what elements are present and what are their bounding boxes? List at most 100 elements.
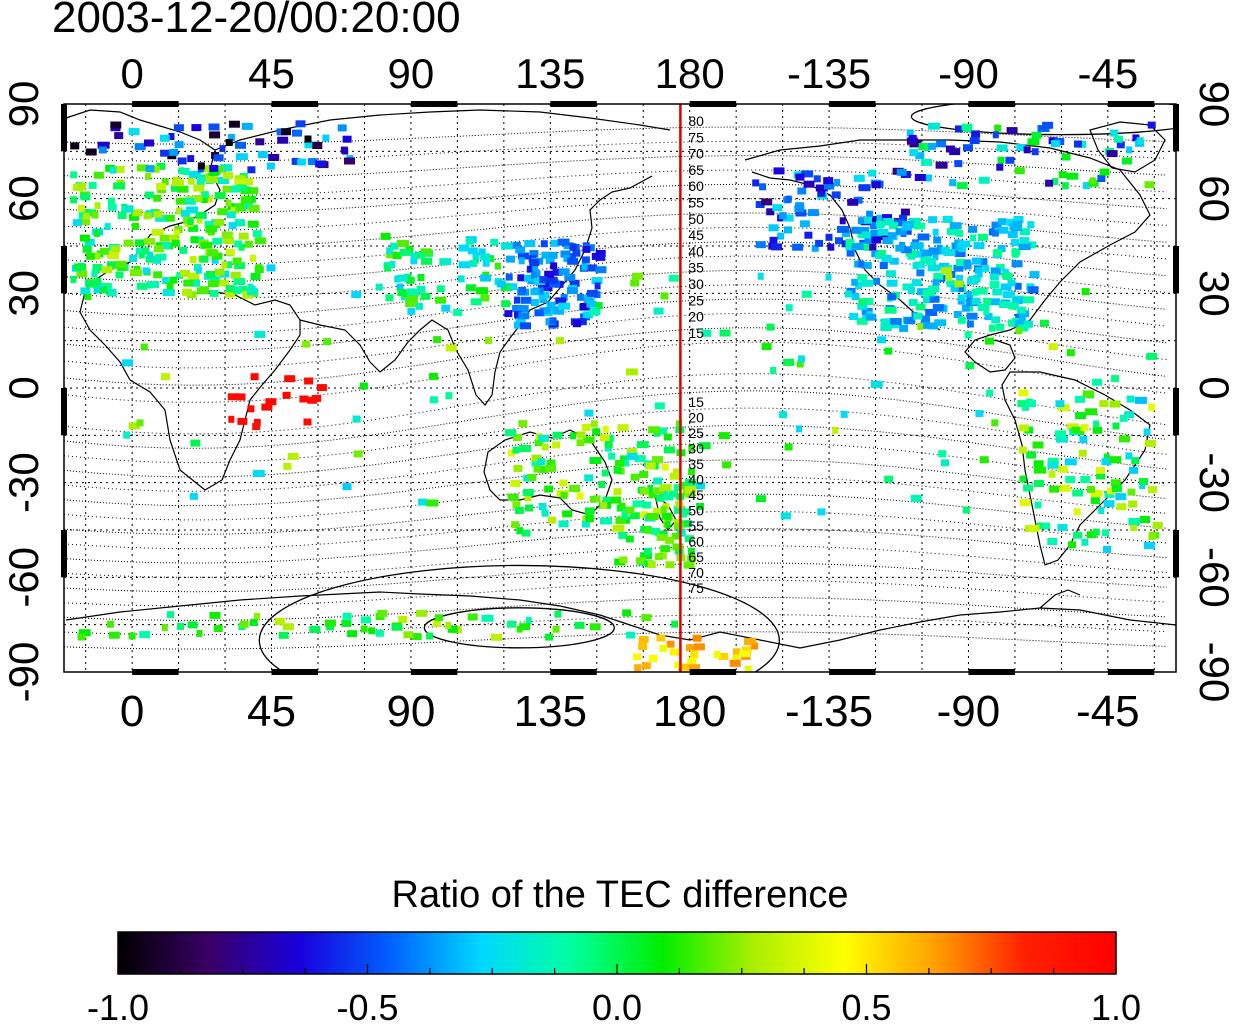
tec-ratio-cell [467, 247, 478, 255]
tec-ratio-cell [222, 185, 235, 193]
tec-ratio-cell [653, 507, 663, 515]
lat-tick-label-left: 60 [0, 175, 47, 222]
tec-ratio-cell [521, 529, 531, 537]
magnetic-latitude-contour [64, 528, 1167, 564]
tec-ratio-cell [145, 165, 155, 173]
tec-ratio-cell [744, 665, 752, 672]
tec-ratio-cell [766, 208, 775, 216]
tec-ratio-cell [647, 561, 656, 568]
tec-ratio-cell [932, 253, 939, 261]
tec-ratio-cell [666, 640, 675, 648]
tec-ratio-cell [254, 330, 266, 338]
contour-label-north: 25 [688, 292, 704, 308]
tec-ratio-cell [908, 134, 917, 142]
tec-ratio-cell [315, 160, 327, 168]
tec-ratio-cell [630, 473, 640, 481]
tec-ratio-cell [539, 276, 548, 284]
tec-ratio-cell [86, 238, 95, 246]
tec-ratio-cell [1061, 182, 1069, 190]
tec-ratio-cell [873, 277, 880, 285]
tec-ratio-cell [351, 291, 362, 299]
tec-ratio-cell [665, 561, 675, 569]
tec-ratio-cell [237, 184, 248, 192]
tec-ratio-cell [977, 233, 988, 241]
tec-ratio-cell [1112, 422, 1120, 430]
tec-ratio-cell [239, 286, 248, 294]
tec-ratio-cell [182, 288, 193, 296]
tec-ratio-cell [1018, 389, 1029, 397]
tec-ratio-cell [115, 260, 127, 268]
tec-ratio-cell [196, 179, 205, 186]
tec-ratio-cell [839, 217, 846, 225]
tec-ratio-cell [530, 271, 537, 279]
tec-ratio-cell [661, 463, 669, 471]
tec-ratio-cell [282, 391, 291, 399]
tec-ratio-cell [186, 206, 198, 214]
tec-ratio-cell [70, 142, 80, 150]
tec-ratio-cell [945, 273, 953, 281]
tec-ratio-cell [921, 249, 933, 257]
tec-ratio-cell [480, 253, 491, 261]
tec-ratio-cell [572, 249, 581, 257]
tec-ratio-cell [410, 257, 418, 265]
tec-ratio-cell [209, 164, 219, 172]
tec-ratio-cell [722, 461, 732, 469]
tec-ratio-cell [569, 485, 580, 492]
tec-ratio-cell [877, 228, 889, 236]
tec-ratio-cell [361, 616, 371, 624]
lat-tick-label-right: -60 [1191, 547, 1238, 608]
magnetic-latitude-contours [64, 104, 1176, 672]
tec-ratio-cell [297, 158, 307, 166]
tec-ratio-cell [524, 494, 532, 502]
tec-ratio-cell [576, 431, 586, 439]
tec-ratio-cell [518, 420, 528, 428]
tec-ratio-cell [171, 239, 180, 247]
tec-ratio-cell [817, 189, 826, 197]
tec-ratio-cell [866, 243, 877, 251]
tec-ratio-cell [132, 222, 139, 230]
tec-ratio-cell [648, 655, 658, 662]
tec-ratio-cell [173, 124, 184, 132]
tec-ratio-cell [970, 234, 976, 242]
tec-ratio-cell [924, 174, 932, 182]
tec-ratio-cell [589, 457, 602, 464]
tec-ratio-cell [835, 237, 843, 245]
tec-ratio-cell [995, 263, 1005, 271]
tec-ratio-cell [398, 615, 408, 623]
tec-ratio-cell [949, 179, 957, 187]
tec-ratio-cell [946, 280, 955, 288]
tec-ratio-cell [949, 222, 962, 230]
tec-ratio-cell [1072, 489, 1084, 497]
tec-ratio-cell [227, 134, 235, 141]
tec-ratio-cell [307, 158, 317, 166]
tec-ratio-cell [205, 173, 213, 180]
tec-ratio-cell [241, 122, 253, 130]
tec-ratio-cell [857, 274, 868, 282]
tec-ratio-cell [586, 289, 598, 297]
contour-label-south: 25 [688, 425, 704, 441]
tec-ratio-cell [228, 120, 240, 128]
tec-ratio-cell [147, 281, 159, 289]
tec-ratio-cell [991, 229, 999, 237]
tec-ratio-cell [656, 533, 667, 541]
tec-ratio-cell [457, 275, 465, 283]
tec-ratio-cell [966, 312, 978, 320]
tec-ratio-cell [918, 143, 928, 150]
tec-ratio-cell [618, 502, 626, 510]
tec-ratio-cell [643, 501, 652, 509]
tec-ratio-cell [988, 228, 995, 236]
tec-ratio-cell [771, 243, 783, 251]
tec-ratio-cell [660, 506, 667, 514]
tec-ratio-cell [304, 135, 312, 143]
tec-ratio-cell [1135, 396, 1147, 404]
tec-ratio-cell [247, 220, 259, 228]
contour-label-south: 30 [688, 441, 704, 457]
tec-ratio-cell [804, 231, 813, 239]
tec-ratio-cell [214, 268, 225, 276]
tec-ratio-cell [934, 319, 947, 327]
tec-ratio-cell [560, 250, 571, 258]
tec-ratio-cell [77, 182, 87, 190]
tec-ratio-cell [680, 510, 687, 518]
tec-ratio-cell [994, 124, 1002, 132]
tec-ratio-cell [238, 243, 245, 251]
